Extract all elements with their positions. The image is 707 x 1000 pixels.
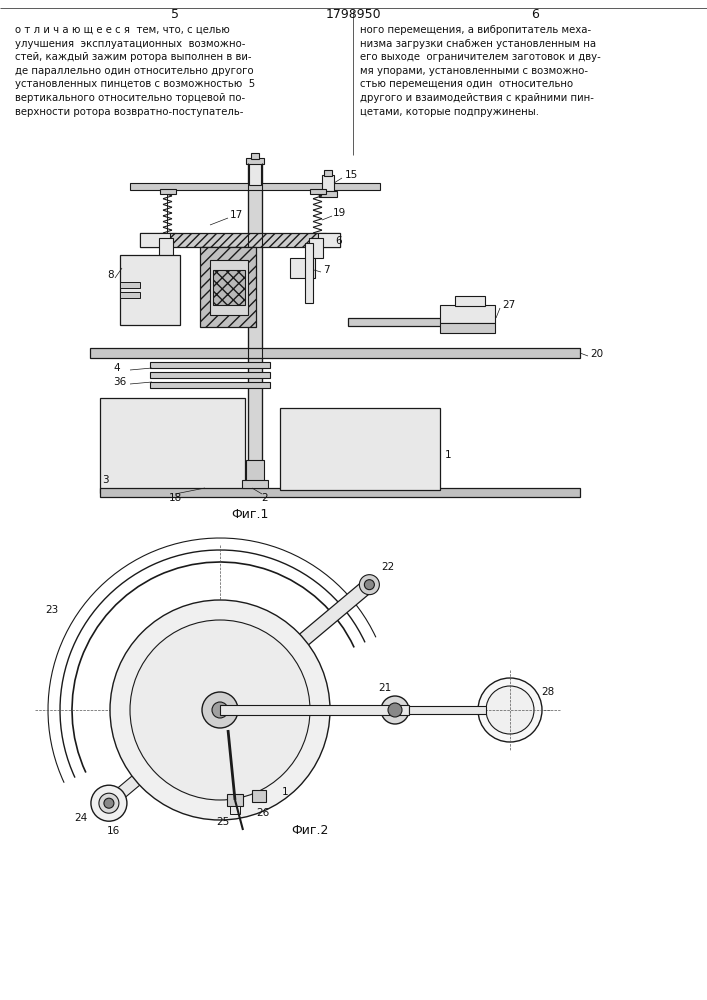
Circle shape bbox=[388, 703, 402, 717]
Bar bbox=[440, 323, 495, 333]
Polygon shape bbox=[105, 705, 224, 808]
Bar bbox=[290, 258, 315, 278]
Circle shape bbox=[381, 696, 409, 724]
Text: о т л и ч а ю щ е е с я  тем, что, с целью
улучшения  эксплуатационных  возможно: о т л и ч а ю щ е е с я тем, что, с цель… bbox=[15, 25, 255, 117]
Text: 6: 6 bbox=[531, 8, 539, 21]
Bar bbox=[130, 183, 380, 190]
Bar bbox=[220, 705, 409, 715]
Text: 2: 2 bbox=[262, 493, 269, 503]
Bar bbox=[150, 382, 270, 388]
Text: 16: 16 bbox=[107, 826, 121, 836]
Text: 7: 7 bbox=[323, 265, 329, 275]
Bar bbox=[120, 292, 140, 298]
Text: 27: 27 bbox=[502, 300, 515, 310]
Text: 19: 19 bbox=[333, 208, 346, 218]
Bar bbox=[100, 398, 245, 493]
Bar bbox=[252, 790, 266, 802]
Text: 18: 18 bbox=[168, 493, 182, 503]
Text: 1: 1 bbox=[281, 787, 288, 797]
Bar bbox=[319, 191, 337, 197]
Text: 15: 15 bbox=[345, 170, 358, 180]
Text: 8: 8 bbox=[107, 270, 114, 280]
Bar bbox=[242, 480, 268, 488]
Text: 28: 28 bbox=[542, 687, 554, 697]
Bar bbox=[305, 243, 313, 303]
Bar bbox=[310, 189, 326, 194]
Bar bbox=[248, 163, 262, 473]
Text: 3: 3 bbox=[102, 475, 109, 485]
Text: 36: 36 bbox=[113, 377, 127, 387]
Bar bbox=[309, 238, 323, 258]
Bar bbox=[159, 238, 173, 258]
Bar bbox=[230, 806, 240, 814]
Text: 20: 20 bbox=[590, 349, 603, 359]
Circle shape bbox=[104, 798, 114, 808]
Text: Фиг.2: Фиг.2 bbox=[291, 824, 329, 836]
Text: 4: 4 bbox=[113, 363, 119, 373]
Text: 5: 5 bbox=[218, 287, 225, 297]
Circle shape bbox=[364, 580, 375, 590]
Circle shape bbox=[91, 785, 127, 821]
Bar bbox=[160, 189, 176, 194]
Bar bbox=[120, 255, 180, 325]
Text: 23: 23 bbox=[45, 605, 59, 615]
Bar bbox=[210, 260, 248, 315]
Circle shape bbox=[359, 575, 380, 595]
Text: 21: 21 bbox=[378, 683, 392, 693]
Bar bbox=[280, 408, 440, 490]
Bar bbox=[310, 233, 326, 238]
Circle shape bbox=[486, 686, 534, 734]
Bar bbox=[120, 282, 140, 288]
Bar bbox=[246, 460, 264, 482]
Bar bbox=[318, 233, 340, 247]
Circle shape bbox=[212, 702, 228, 718]
Circle shape bbox=[99, 793, 119, 813]
Text: 1798950: 1798950 bbox=[325, 8, 381, 21]
Bar bbox=[348, 318, 478, 326]
Bar bbox=[100, 488, 580, 497]
Text: 5: 5 bbox=[171, 8, 179, 21]
Bar bbox=[200, 247, 256, 327]
Bar bbox=[227, 794, 243, 806]
Text: 24: 24 bbox=[74, 813, 88, 823]
Text: 25: 25 bbox=[216, 817, 230, 827]
Bar bbox=[251, 153, 259, 159]
Bar bbox=[322, 175, 334, 191]
Text: 1: 1 bbox=[445, 450, 452, 460]
Bar bbox=[213, 270, 245, 305]
Text: Фиг.1: Фиг.1 bbox=[231, 508, 269, 522]
Circle shape bbox=[202, 692, 238, 728]
Bar bbox=[409, 706, 486, 714]
Bar bbox=[249, 163, 261, 185]
Bar bbox=[455, 296, 485, 306]
Bar bbox=[140, 233, 170, 247]
Text: 17: 17 bbox=[230, 210, 243, 220]
Bar bbox=[90, 348, 580, 358]
Text: 22: 22 bbox=[381, 562, 394, 572]
Circle shape bbox=[110, 600, 330, 820]
Polygon shape bbox=[216, 579, 374, 715]
Circle shape bbox=[478, 678, 542, 742]
Bar bbox=[160, 233, 176, 238]
Bar bbox=[150, 372, 270, 378]
Text: 26: 26 bbox=[257, 808, 269, 818]
Text: 6: 6 bbox=[335, 236, 341, 246]
Bar bbox=[246, 158, 264, 164]
Text: ного перемещения, а вибропитатель меха-
низма загрузки снабжен установленным на
: ного перемещения, а вибропитатель меха- … bbox=[360, 25, 601, 117]
Bar bbox=[440, 305, 495, 323]
Bar bbox=[140, 233, 340, 247]
Bar bbox=[150, 362, 270, 368]
Bar bbox=[324, 170, 332, 176]
Circle shape bbox=[130, 620, 310, 800]
